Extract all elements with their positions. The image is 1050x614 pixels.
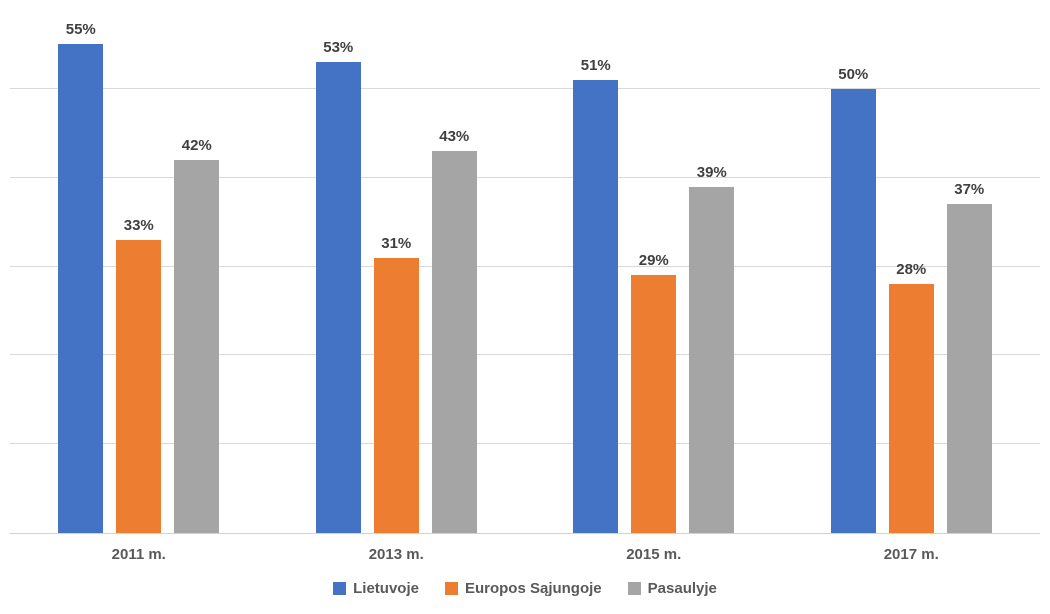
bar — [315, 62, 361, 533]
legend-item: Pasaulyje — [627, 580, 717, 597]
bar-value-label: 29% — [638, 252, 669, 270]
legend-label: Europos Sąjungoje — [464, 580, 602, 597]
bar — [830, 88, 876, 533]
bar-value-label: 55% — [65, 21, 96, 39]
bar — [946, 204, 992, 533]
bar — [174, 159, 220, 533]
gridline — [10, 354, 1040, 356]
gridline — [10, 443, 1040, 445]
bar-column: 53% — [315, 39, 361, 533]
bar — [689, 186, 735, 533]
bar-column: 42% — [174, 136, 220, 533]
plot-area: 55% 33% 42% 53% 31% 43% 51% 29% 39% 50% 28% 37% — [10, 0, 1040, 534]
bar-value-label: 42% — [181, 136, 212, 154]
bar-column: 33% — [116, 216, 162, 533]
bar — [431, 151, 477, 533]
bar-value-label: 53% — [323, 39, 354, 57]
bar-column: 51% — [573, 56, 619, 533]
bar-value-label: 51% — [580, 56, 611, 74]
bar-column: 39% — [689, 163, 735, 533]
legend-label: Pasaulyje — [647, 580, 717, 597]
x-axis-label: 2015 m. — [626, 546, 682, 563]
bar-value-label: 28% — [896, 261, 927, 279]
legend-label: Lietuvoje — [353, 580, 419, 597]
bar-value-label: 31% — [381, 234, 412, 252]
x-axis-label: 2011 m. — [111, 546, 166, 563]
bar-column: 55% — [58, 21, 104, 533]
bar — [573, 79, 619, 533]
legend-swatch-icon — [333, 582, 347, 595]
bar — [631, 275, 677, 533]
legend-swatch-icon — [627, 582, 641, 595]
x-axis-line — [10, 533, 1040, 534]
bar-value-label: 37% — [954, 181, 985, 199]
bar-group: 51% 29% 39% — [525, 0, 783, 533]
gridline — [10, 176, 1040, 178]
bar-column: 50% — [830, 65, 876, 533]
bar — [888, 284, 934, 533]
legend-item: Lietuvoje — [333, 581, 419, 596]
bar-column: 28% — [888, 261, 934, 533]
bar-value-label: 39% — [696, 163, 727, 181]
x-axis-label: 2013 m. — [368, 546, 424, 563]
gridline — [10, 87, 1040, 89]
x-axis-label: 2017 m. — [883, 546, 939, 563]
bar-column: 37% — [946, 181, 992, 533]
bar-column: 31% — [373, 234, 419, 533]
legend-item: Europos Sąjungoje — [444, 580, 602, 597]
bar-value-label: 33% — [123, 216, 154, 234]
bar-group: 55% 33% 42% — [10, 0, 268, 533]
bar-group: 50% 28% 37% — [783, 0, 1041, 533]
gridline — [10, 265, 1040, 267]
legend: Lietuvoje Europos Sąjungoje Pasaulyje — [0, 581, 1050, 596]
bar-groups: 55% 33% 42% 53% 31% 43% 51% 29% 39% 50% 28% 37% — [10, 0, 1040, 533]
bar-value-label: 43% — [439, 128, 470, 146]
x-axis: 2011 m. 2013 m. 2015 m. 2017 m. — [10, 538, 1040, 563]
bar-column: 43% — [431, 128, 477, 533]
legend-swatch-icon — [444, 582, 458, 595]
bar — [58, 44, 104, 533]
bar-column: 29% — [631, 252, 677, 533]
bar-group: 53% 31% 43% — [268, 0, 526, 533]
bar-value-label: 50% — [838, 65, 869, 83]
bar — [116, 239, 162, 533]
bar — [373, 257, 419, 533]
